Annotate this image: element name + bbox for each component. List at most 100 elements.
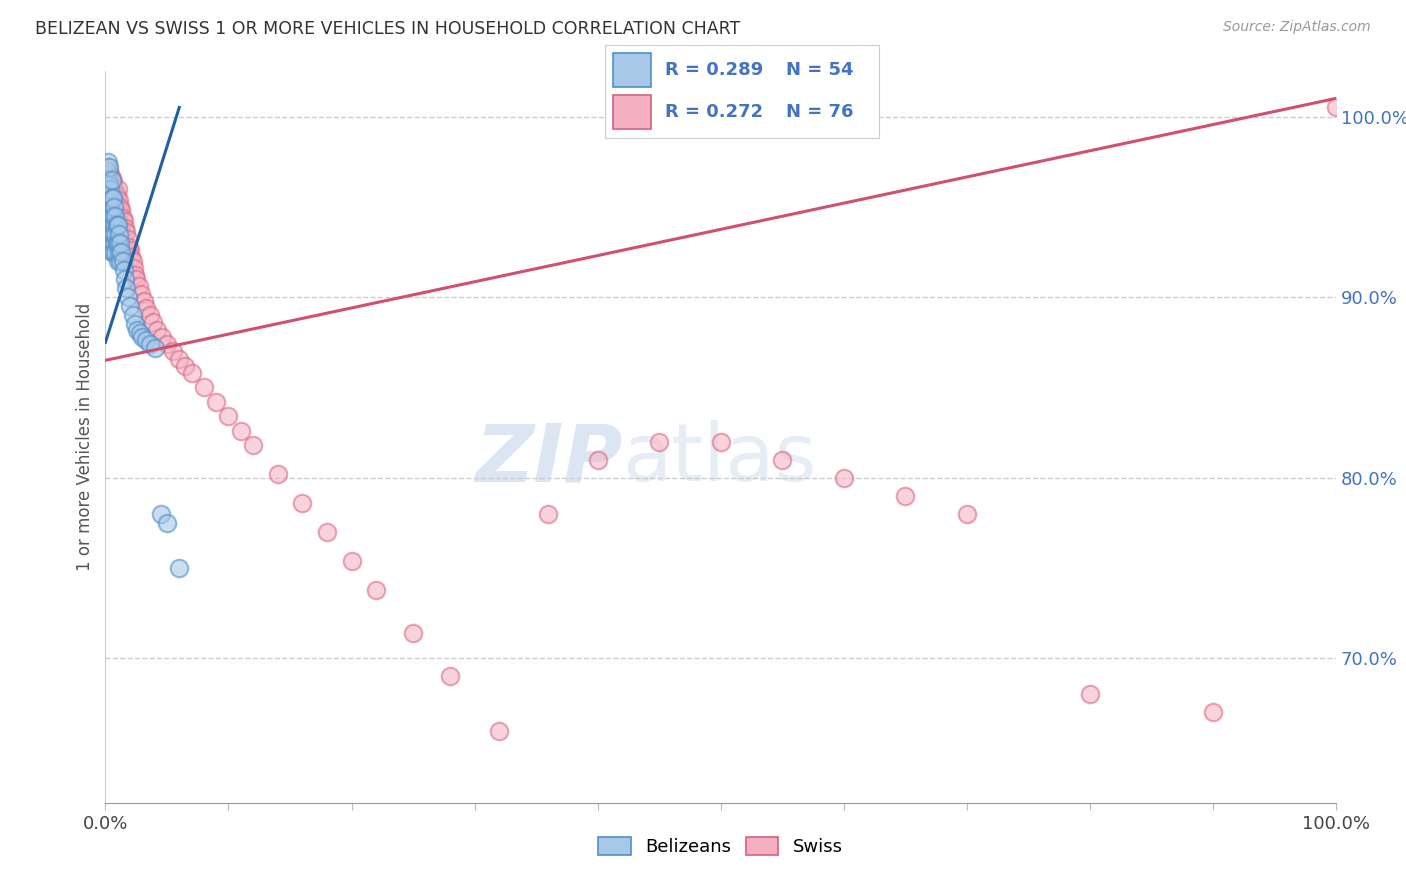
Point xyxy=(103,182,125,196)
Point xyxy=(110,254,132,268)
Point xyxy=(110,235,132,250)
Y-axis label: 1 or more Vehicles in Household: 1 or more Vehicles in Household xyxy=(76,303,94,571)
Point xyxy=(101,227,124,241)
Point xyxy=(1324,100,1347,114)
Point xyxy=(103,203,125,218)
Text: N = 54: N = 54 xyxy=(786,61,853,78)
Point xyxy=(107,203,129,218)
Point xyxy=(118,239,141,253)
Point xyxy=(108,244,131,259)
Point xyxy=(101,196,124,211)
Text: N = 76: N = 76 xyxy=(786,103,853,121)
Point xyxy=(97,160,120,174)
Point xyxy=(174,359,197,373)
Point xyxy=(107,254,129,268)
Point xyxy=(117,232,139,246)
Point xyxy=(340,554,363,568)
Point xyxy=(98,178,121,193)
Point xyxy=(315,524,337,539)
Bar xyxy=(613,95,651,129)
Point xyxy=(150,330,173,344)
Point xyxy=(366,582,388,597)
Point xyxy=(291,496,314,510)
Point xyxy=(101,244,124,259)
Point xyxy=(537,507,560,521)
Point xyxy=(138,337,162,351)
Point xyxy=(128,279,150,293)
Point xyxy=(104,244,127,259)
Point xyxy=(142,315,165,329)
Point xyxy=(120,299,141,313)
Point xyxy=(98,182,122,196)
Point xyxy=(648,434,671,449)
Point xyxy=(98,227,122,241)
Point xyxy=(104,227,127,241)
Point xyxy=(1078,688,1101,702)
Point xyxy=(114,272,136,286)
Point xyxy=(117,290,139,304)
Point xyxy=(98,163,121,178)
Point xyxy=(402,626,425,640)
Point xyxy=(143,341,166,355)
Point xyxy=(180,366,202,380)
Point xyxy=(242,438,264,452)
Point xyxy=(135,334,157,348)
Point xyxy=(114,243,136,257)
Point xyxy=(218,409,240,424)
Point xyxy=(112,214,135,228)
Point xyxy=(97,182,120,196)
Point xyxy=(111,254,134,268)
Point xyxy=(267,467,290,482)
Point xyxy=(156,516,179,530)
Bar xyxy=(613,53,651,87)
Point xyxy=(770,452,793,467)
Point xyxy=(107,235,129,250)
Text: R = 0.289: R = 0.289 xyxy=(665,61,763,78)
Point xyxy=(104,209,127,223)
Point xyxy=(107,225,129,239)
Point xyxy=(115,225,138,239)
Point xyxy=(193,380,215,394)
Point xyxy=(156,337,179,351)
Point xyxy=(162,344,184,359)
Point xyxy=(488,723,510,738)
Point xyxy=(121,308,143,322)
Point xyxy=(127,323,149,337)
Text: Source: ZipAtlas.com: Source: ZipAtlas.com xyxy=(1223,20,1371,34)
Point xyxy=(111,211,134,225)
Point xyxy=(101,191,124,205)
Text: R = 0.272: R = 0.272 xyxy=(665,103,763,121)
Point xyxy=(135,301,157,315)
Point xyxy=(205,395,228,409)
Point xyxy=(101,175,124,189)
Point xyxy=(101,209,124,223)
Point xyxy=(894,489,917,503)
Point xyxy=(229,424,252,438)
Point xyxy=(169,561,191,575)
Point xyxy=(100,170,122,185)
Text: BELIZEAN VS SWISS 1 OR MORE VEHICLES IN HOUSEHOLD CORRELATION CHART: BELIZEAN VS SWISS 1 OR MORE VEHICLES IN … xyxy=(35,20,741,37)
Point xyxy=(956,507,979,521)
Point xyxy=(125,272,148,286)
Point xyxy=(100,193,122,207)
Point xyxy=(103,235,125,250)
Point xyxy=(149,507,172,521)
Point xyxy=(98,167,122,181)
Point xyxy=(98,209,121,223)
Legend: Belizeans, Swiss: Belizeans, Swiss xyxy=(591,830,851,863)
Point xyxy=(110,203,132,218)
Point xyxy=(108,227,131,241)
Point xyxy=(132,293,155,308)
Point xyxy=(110,244,132,259)
Point xyxy=(98,160,121,174)
Point xyxy=(115,281,138,295)
Point xyxy=(107,182,129,196)
Point xyxy=(98,191,121,205)
Point xyxy=(110,225,132,239)
Point xyxy=(100,172,122,186)
Point xyxy=(100,191,122,205)
Point xyxy=(112,263,135,277)
Point xyxy=(105,211,128,225)
Text: atlas: atlas xyxy=(621,420,817,498)
Point xyxy=(96,163,118,178)
